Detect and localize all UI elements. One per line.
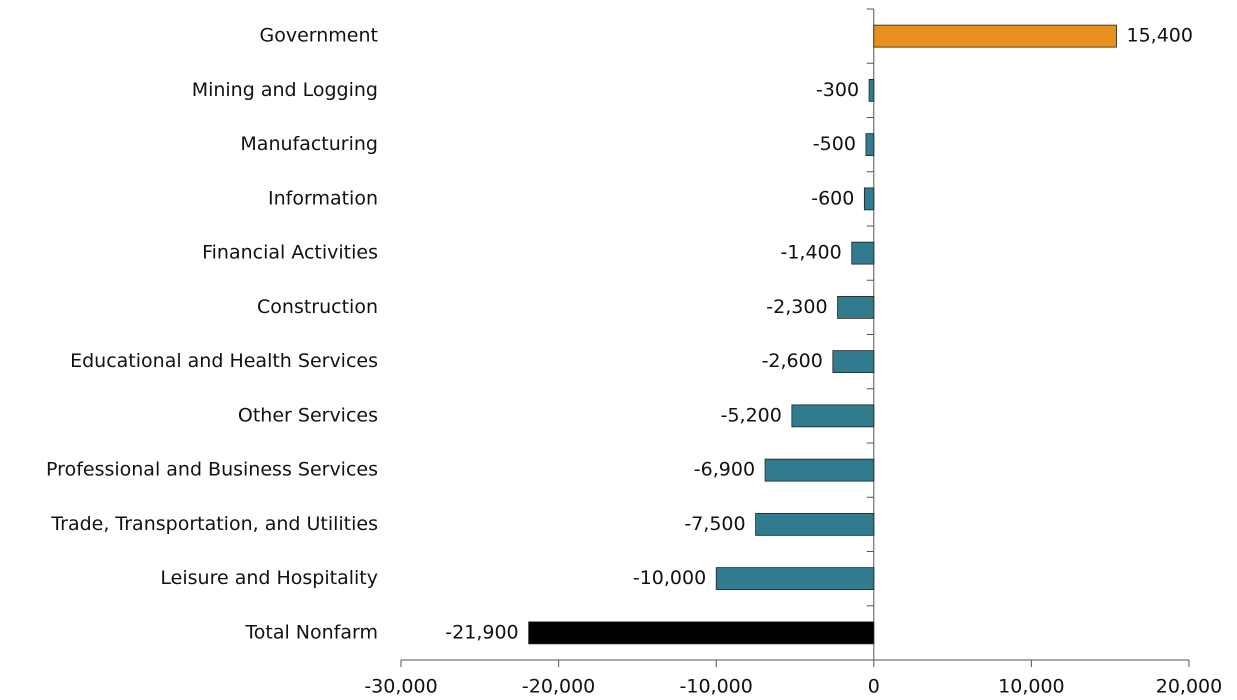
x-tick-label: -20,000 [522, 676, 595, 698]
bar [868, 78, 875, 102]
bar [863, 187, 875, 211]
value-label: -2,300 [766, 296, 827, 318]
value-label: -21,900 [445, 621, 518, 643]
value-label: -300 [816, 79, 859, 101]
bar [791, 404, 875, 428]
y-tick-label: Leisure and Hospitality [160, 567, 378, 589]
bar [837, 295, 875, 319]
value-label: -500 [813, 133, 856, 155]
y-tick-label: Educational and Health Services [70, 350, 378, 372]
bar [715, 567, 875, 591]
bar [755, 512, 875, 536]
y-tick-label: Financial Activities [202, 242, 378, 264]
x-tick-label: 10,000 [998, 676, 1064, 698]
y-tick-label: Government [260, 25, 379, 47]
value-label: 15,400 [1127, 25, 1193, 47]
bar [851, 241, 875, 265]
y-tick-label: Trade, Transportation, and Utilities [50, 513, 378, 535]
value-label: -2,600 [762, 350, 823, 372]
bar [528, 621, 875, 645]
bar [865, 133, 875, 157]
value-label: -1,400 [780, 242, 841, 264]
value-label: -6,900 [694, 459, 755, 481]
value-label: -10,000 [633, 567, 706, 589]
y-tick-label: Manufacturing [240, 133, 378, 155]
x-tick-label: 0 [868, 676, 880, 698]
y-tick-label: Professional and Business Services [46, 459, 378, 481]
y-tick-label: Construction [257, 296, 378, 318]
value-label: -7,500 [684, 513, 745, 535]
y-tick-label: Other Services [238, 404, 378, 426]
x-tick-label: 20,000 [1156, 676, 1222, 698]
bar [832, 350, 875, 374]
y-tick-label: Total Nonfarm [244, 621, 378, 643]
x-tick-label: -10,000 [680, 676, 753, 698]
value-label: -5,200 [721, 404, 782, 426]
value-label: -600 [811, 187, 854, 209]
bar [873, 24, 1117, 48]
y-tick-label: Mining and Logging [192, 79, 378, 101]
bar [764, 458, 875, 482]
x-tick-label: -30,000 [364, 676, 437, 698]
y-tick-label: Information [268, 187, 378, 209]
